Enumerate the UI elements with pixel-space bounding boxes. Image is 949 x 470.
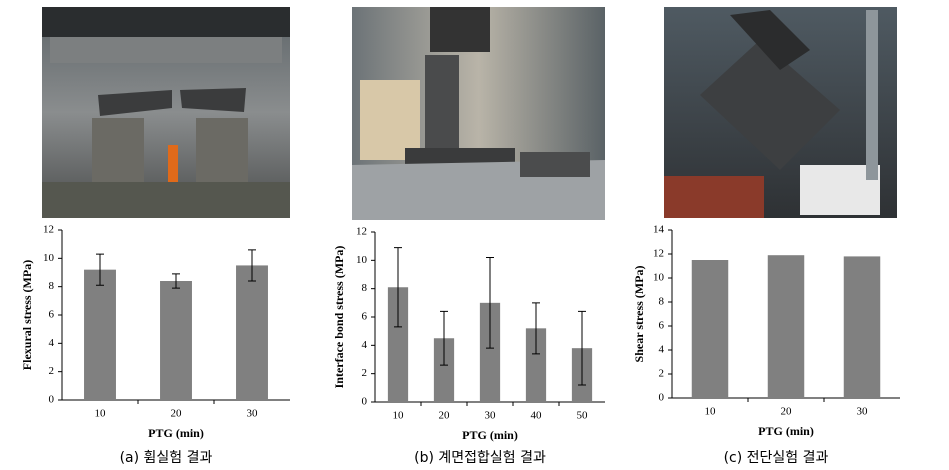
x-tick-label: 20 [439, 410, 451, 422]
bar [479, 302, 501, 402]
y-tick-label: 8 [362, 282, 368, 294]
y-tick-label: 8 [659, 296, 665, 308]
y-tick-label: 10 [356, 254, 368, 266]
photo-flexural-test [42, 7, 290, 218]
y-tick-label: 4 [362, 339, 368, 351]
y-tick-label: 0 [362, 396, 368, 408]
bar [387, 287, 409, 402]
x-axis-label: PTG (min) [148, 426, 204, 440]
error-bar [486, 257, 494, 349]
error-bar [578, 310, 586, 386]
y-tick-label: 10 [43, 252, 55, 264]
y-tick-label: 12 [43, 224, 54, 236]
bar [767, 255, 805, 398]
error-bar [532, 302, 540, 355]
y-tick-label: 2 [49, 365, 55, 377]
x-tick-label: 20 [171, 408, 183, 420]
caption: (b) 계면접합실험 결과 [414, 450, 546, 466]
x-tick-label: 40 [531, 410, 543, 422]
x-tick-label: 30 [485, 410, 497, 422]
photo-shear-test [664, 7, 897, 218]
y-tick-label: 14 [653, 224, 665, 236]
y-tick-label: 6 [362, 311, 368, 323]
x-tick-label: 20 [781, 406, 793, 418]
bar [84, 269, 116, 400]
x-axis-label: PTG (min) [758, 424, 814, 438]
y-tick-label: 2 [362, 367, 368, 379]
y-axis-label: Flexural stress (MPa) [20, 260, 34, 370]
error-bar [394, 247, 402, 328]
bar [160, 281, 192, 400]
x-tick-label: 10 [705, 406, 717, 418]
y-axis-label: Shear stress (MPa) [632, 266, 646, 363]
bar [691, 260, 729, 398]
y-tick-label: 0 [49, 394, 55, 406]
caption: (a) 휨실험 결과 [120, 450, 213, 466]
y-tick-label: 6 [659, 320, 665, 332]
y-tick-label: 6 [49, 309, 55, 321]
y-tick-label: 12 [356, 226, 367, 238]
error-bar [248, 249, 256, 282]
y-axis-label: Interface bond stress (MPa) [332, 246, 346, 389]
y-tick-label: 0 [659, 392, 665, 404]
bar [843, 256, 881, 398]
x-tick-label: 50 [577, 410, 589, 422]
error-bar [440, 310, 448, 366]
bar [433, 338, 455, 402]
x-tick-label: 30 [247, 408, 259, 420]
error-bar [172, 273, 180, 289]
x-tick-label: 30 [857, 406, 869, 418]
x-tick-label: 10 [393, 410, 405, 422]
x-axis-label: PTG (min) [462, 428, 518, 442]
caption: (c) 전단실험 결과 [724, 450, 829, 466]
y-tick-label: 10 [653, 272, 665, 284]
y-tick-label: 2 [659, 368, 665, 380]
bar [525, 328, 547, 402]
y-tick-label: 4 [49, 337, 55, 349]
bar [236, 265, 268, 400]
x-tick-label: 10 [95, 408, 107, 420]
y-tick-label: 4 [659, 344, 665, 356]
y-tick-label: 12 [653, 248, 664, 260]
y-tick-label: 8 [49, 280, 55, 292]
error-bar [96, 253, 104, 286]
photo-bond-test [352, 7, 605, 220]
